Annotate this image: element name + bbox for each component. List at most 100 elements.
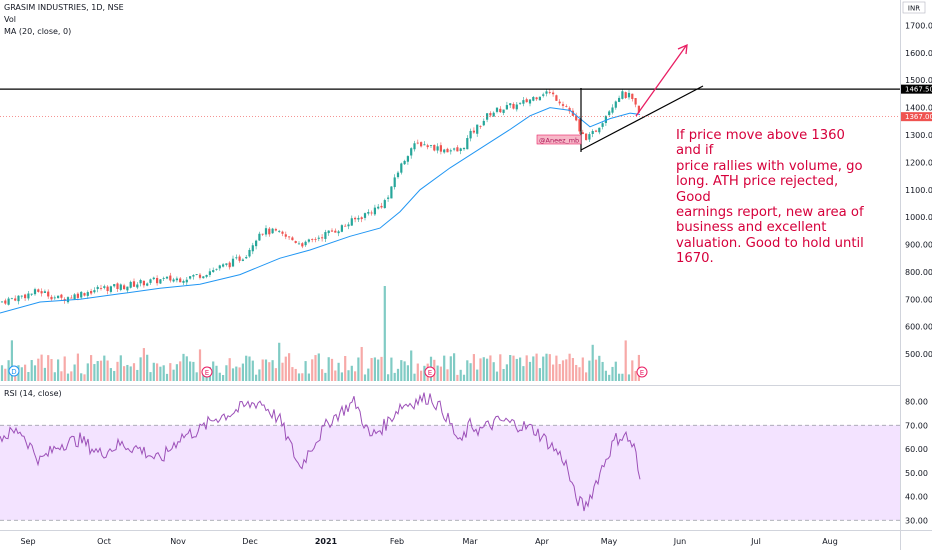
candle-body: [76, 293, 79, 298]
volume-bar: [347, 370, 350, 381]
ma-legend[interactable]: MA (20, close, 0): [4, 27, 71, 36]
volume-bar: [545, 353, 548, 381]
candle-body: [568, 107, 571, 112]
trade-annotation[interactable]: If price move above 1360 and if price ra…: [676, 128, 866, 267]
candle-body: [278, 230, 281, 232]
target-arrow[interactable]: [635, 45, 687, 117]
volume-bar: [558, 364, 561, 381]
volume-bar: [212, 361, 215, 381]
volume-legend[interactable]: Vol: [4, 15, 16, 24]
volume-bar: [228, 358, 231, 381]
candle-body: [601, 123, 604, 127]
target-arrow-head: [677, 43, 688, 55]
volume-bar: [317, 353, 320, 381]
volume-bar: [380, 356, 383, 381]
candle-body: [106, 286, 109, 292]
volume-bar: [449, 356, 452, 381]
candle-body: [631, 93, 634, 100]
candle-body: [4, 300, 7, 304]
volume-bar: [588, 360, 591, 381]
candle-body: [70, 297, 73, 299]
volume-bar: [555, 355, 558, 381]
volume-bar: [218, 372, 221, 381]
candle-body: [499, 108, 502, 113]
volume-bar: [439, 366, 442, 381]
rsi-axis[interactable]: 80.00 70.00 60.00 50.00 40.00 30.00: [905, 398, 928, 526]
earnings-marker-3[interactable]: E: [636, 366, 648, 378]
candle-body: [37, 289, 40, 292]
volume-bar: [420, 370, 423, 381]
volume-bar: [109, 368, 112, 381]
earnings-marker-label: E: [640, 369, 644, 377]
candle-body: [83, 293, 86, 296]
earnings-marker-2[interactable]: E: [424, 366, 436, 378]
volume-bar: [113, 370, 116, 381]
candle-body: [311, 239, 314, 240]
candle-body: [225, 263, 228, 265]
candle-body: [123, 285, 126, 290]
volume-bar: [505, 364, 508, 381]
volume-bar: [311, 359, 314, 381]
volume-bar: [136, 369, 139, 381]
author-tag: @Aneez_mb: [539, 137, 579, 145]
volume-bar: [284, 356, 287, 381]
currency-badge: INR: [908, 5, 920, 13]
volume-bar: [578, 367, 581, 381]
volume-bar: [459, 369, 462, 381]
candle-body: [486, 113, 489, 120]
candle-body: [294, 241, 297, 243]
volume-bar: [258, 369, 261, 381]
candle-body: [99, 288, 103, 289]
volume-bar: [314, 355, 317, 381]
volume-bar: [268, 362, 271, 381]
volume-bar: [96, 361, 99, 381]
triangle-trendline[interactable]: [580, 85, 704, 151]
candle-body: [522, 100, 525, 104]
time-axis[interactable]: Sep Oct Nov Dec 2021 Feb Mar Apr May Jun Jul Aug: [20, 537, 837, 546]
candle-body: [218, 265, 221, 269]
volume-bar: [515, 358, 518, 381]
volume-bar: [416, 363, 419, 381]
candle-body: [472, 130, 475, 133]
time-axis-label: Jun: [673, 537, 687, 546]
time-axis-label: Sep: [20, 537, 35, 546]
candle-body: [482, 120, 485, 126]
annotation-line: business and excellent: [676, 220, 827, 236]
candle-body: [608, 111, 611, 116]
volume-bar: [548, 354, 551, 381]
volume-bar: [410, 350, 413, 381]
candle-body: [228, 262, 231, 268]
candle-body: [271, 228, 274, 234]
rsi-legend[interactable]: RSI (14, close): [4, 389, 62, 398]
earnings-marker-1[interactable]: E: [201, 366, 213, 378]
volume-bars: [0, 286, 640, 381]
volume-bar: [278, 342, 281, 381]
candle-body: [545, 91, 548, 94]
time-axis-label: 2021: [315, 537, 338, 546]
price-tick-label: 1500.00: [905, 76, 932, 85]
price-axis[interactable]: 1700.00 1600.00 1500.00 1400.00 1300.00 1200.…: [905, 21, 932, 359]
candle-body: [314, 239, 317, 240]
candle-body: [60, 294, 63, 298]
time-axis-label: Apr: [535, 537, 550, 546]
dividend-marker[interactable]: D: [8, 365, 20, 377]
volume-bar: [499, 354, 502, 381]
candle-body: [245, 257, 248, 259]
symbol-legend[interactable]: GRASIM INDUSTRIES, 1D, NSE: [4, 3, 124, 12]
candle-body: [291, 237, 294, 241]
time-axis-label: Feb: [390, 537, 404, 546]
volume-bar: [20, 367, 23, 381]
volume-bar: [248, 356, 251, 381]
candle-body: [162, 278, 165, 279]
volume-bar: [396, 368, 400, 381]
price-tick-label: 1600.00: [905, 49, 932, 58]
volume-bar: [436, 365, 439, 381]
rsi-band: [0, 425, 900, 521]
currency-badge-box[interactable]: [902, 1, 926, 14]
candle-body: [479, 125, 482, 127]
candle-body: [495, 107, 499, 112]
volume-bar: [453, 353, 456, 381]
rsi-tick-label: 80.00: [905, 398, 928, 407]
